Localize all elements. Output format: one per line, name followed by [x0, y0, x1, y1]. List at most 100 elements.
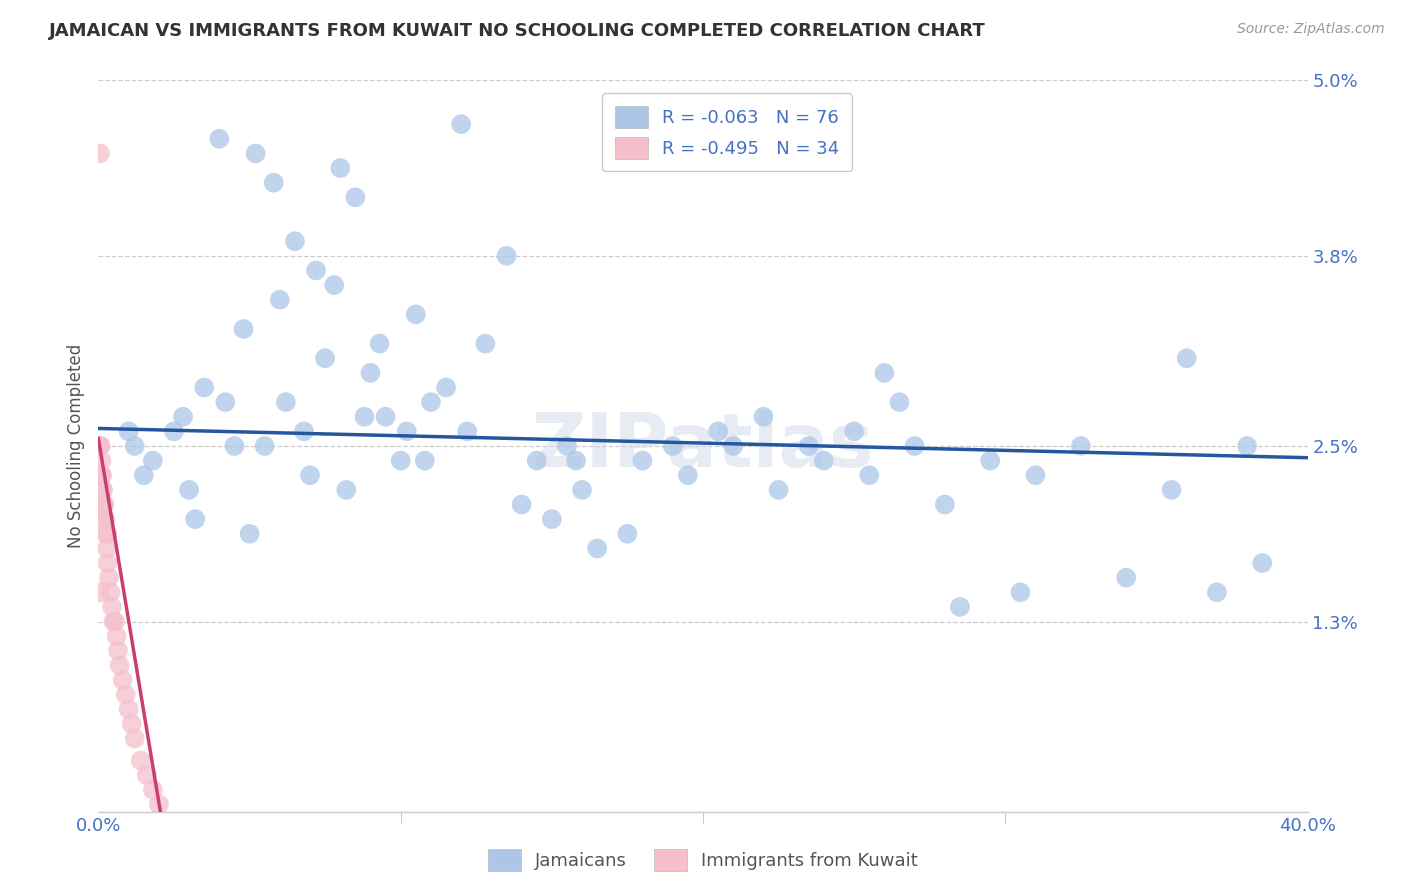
Point [93, 512, 115, 526]
Point [329, 161, 352, 175]
Point [89, 585, 111, 599]
Point [90, 453, 112, 467]
Point [661, 439, 683, 453]
Point [631, 453, 654, 467]
Point [1010, 585, 1032, 599]
Point [474, 336, 496, 351]
Point [100, 585, 122, 599]
Text: ZIPatlas: ZIPatlas [531, 409, 875, 483]
Point [93, 498, 115, 512]
Point [105, 629, 128, 643]
Point [253, 439, 276, 453]
Point [344, 190, 367, 204]
Point [91, 483, 114, 497]
Point [1175, 351, 1198, 366]
Point [616, 526, 638, 541]
Point [1251, 556, 1274, 570]
Point [129, 754, 152, 768]
Point [104, 615, 127, 629]
Point [94, 512, 117, 526]
Point [752, 409, 775, 424]
Point [873, 366, 896, 380]
Point [103, 615, 125, 629]
Point [179, 483, 201, 497]
Point [284, 234, 307, 248]
Point [979, 453, 1001, 467]
Point [495, 249, 517, 263]
Point [263, 176, 285, 190]
Point [101, 599, 124, 614]
Point [934, 498, 956, 512]
Point [142, 453, 165, 467]
Point [389, 453, 412, 467]
Point [707, 425, 730, 439]
Point [949, 599, 972, 614]
Point [456, 425, 478, 439]
Point [413, 453, 436, 467]
Point [1115, 571, 1137, 585]
Point [224, 439, 246, 453]
Point [93, 498, 115, 512]
Point [395, 425, 418, 439]
Point [305, 263, 328, 277]
Point [90, 468, 112, 483]
Point [96, 556, 118, 570]
Point [91, 483, 114, 497]
Point [565, 453, 588, 467]
Point [813, 453, 835, 467]
Point [323, 278, 346, 293]
Point [314, 351, 336, 366]
Y-axis label: No Schooling Completed: No Schooling Completed [66, 344, 84, 548]
Point [98, 571, 121, 585]
Point [94, 526, 117, 541]
Point [184, 512, 207, 526]
Point [889, 395, 911, 409]
Point [797, 439, 820, 453]
Point [90, 439, 112, 453]
Point [96, 526, 118, 541]
Point [510, 498, 533, 512]
Point [405, 307, 427, 321]
Point [118, 425, 141, 439]
Text: Source: ZipAtlas.com: Source: ZipAtlas.com [1237, 22, 1385, 37]
Point [374, 409, 396, 424]
Point [193, 380, 215, 394]
Point [108, 658, 131, 673]
Point [232, 322, 254, 336]
Point [335, 483, 357, 497]
Point [540, 512, 562, 526]
Point [1236, 439, 1258, 453]
Point [586, 541, 609, 556]
Text: JAMAICAN VS IMMIGRANTS FROM KUWAIT NO SCHOOLING COMPLETED CORRELATION CHART: JAMAICAN VS IMMIGRANTS FROM KUWAIT NO SC… [49, 22, 986, 40]
Point [1160, 483, 1182, 497]
Point [368, 336, 391, 351]
Point [214, 395, 236, 409]
Point [768, 483, 790, 497]
Point [245, 146, 267, 161]
Point [142, 782, 165, 797]
Point [571, 483, 593, 497]
Point [132, 468, 155, 483]
Point [148, 797, 170, 812]
Point [239, 526, 262, 541]
Point [1070, 439, 1092, 453]
Point [676, 468, 699, 483]
Point [274, 395, 297, 409]
Point [124, 439, 146, 453]
Legend: R = -0.063   N = 76, R = -0.495   N = 34: R = -0.063 N = 76, R = -0.495 N = 34 [602, 93, 852, 171]
Point [434, 380, 457, 394]
Point [135, 768, 157, 782]
Legend: Jamaicans, Immigrants from Kuwait: Jamaicans, Immigrants from Kuwait [481, 842, 925, 879]
Point [124, 731, 146, 746]
Point [904, 439, 927, 453]
Point [450, 117, 472, 131]
Point [111, 673, 134, 687]
Point [208, 132, 231, 146]
Point [89, 439, 111, 453]
Point [353, 409, 375, 424]
Point [118, 702, 141, 716]
Point [844, 425, 866, 439]
Point [96, 541, 118, 556]
Point [420, 395, 443, 409]
Point [121, 717, 143, 731]
